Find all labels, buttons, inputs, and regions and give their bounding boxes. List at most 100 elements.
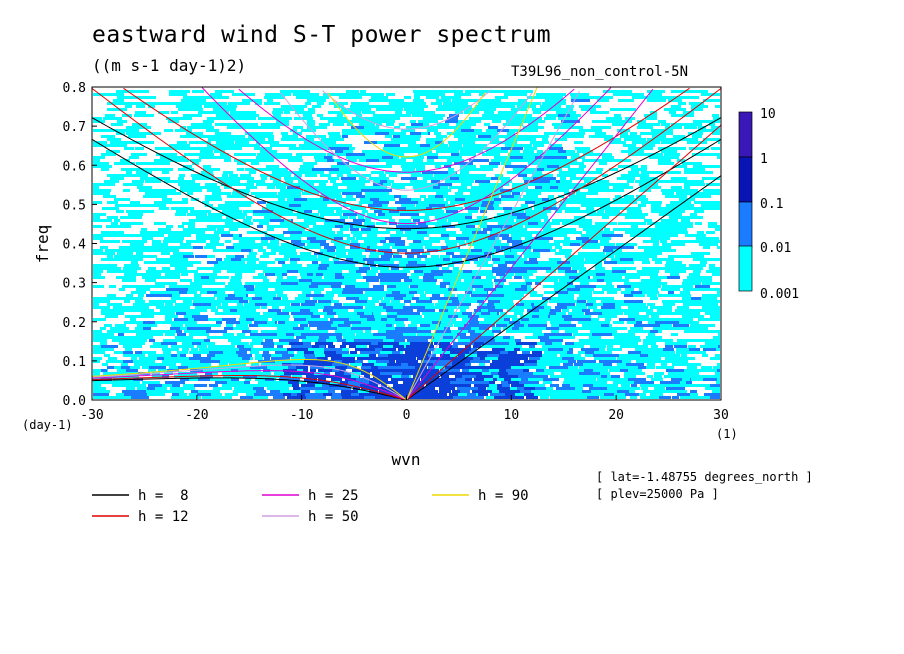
heatmap-cell: [544, 306, 551, 309]
heatmap-cell: [297, 255, 306, 258]
heatmap-cell: [435, 348, 445, 351]
heatmap-cell: [597, 198, 610, 201]
heatmap-cell: [429, 267, 437, 270]
heatmap-cell: [431, 126, 445, 129]
heatmap-cell: [516, 342, 539, 345]
heatmap-cell: [404, 300, 411, 303]
heatmap-cell: [690, 390, 697, 393]
heatmap-cell: [570, 177, 583, 180]
heatmap-cell: [529, 153, 552, 156]
heatmap-cell: [204, 324, 214, 327]
heatmap-cell: [549, 258, 561, 261]
heatmap-cell: [308, 387, 330, 390]
heatmap-cell: [299, 279, 316, 282]
heatmap-cell: [501, 195, 514, 198]
heatmap-cell: [302, 192, 319, 195]
heatmap-cell: [177, 141, 187, 144]
heatmap-cell: [301, 384, 315, 387]
heatmap-cell: [132, 354, 138, 357]
heatmap-cell: [101, 183, 115, 186]
heatmap-cell: [101, 153, 116, 156]
heatmap-cell: [119, 288, 125, 291]
heatmap-cell: [414, 93, 437, 96]
heatmap-cell: [558, 114, 577, 117]
heatmap-cell: [317, 327, 338, 330]
heatmap-cell: [277, 324, 288, 327]
heatmap-cell: [502, 360, 514, 363]
heatmap-cell: [397, 321, 404, 324]
y-axis-label: freq: [33, 225, 52, 264]
heatmap-cell: [690, 396, 707, 399]
heatmap-cell: [626, 363, 644, 366]
heatmap-cell: [486, 150, 508, 153]
heatmap-cell: [405, 231, 421, 234]
heatmap-cell: [416, 372, 431, 375]
heatmap-cell: [577, 360, 596, 363]
heatmap-cell: [347, 237, 355, 240]
heatmap-cell: [399, 123, 405, 126]
heatmap-cell: [572, 390, 591, 393]
heatmap-cell: [533, 177, 556, 180]
heatmap-cell: [696, 375, 714, 378]
heatmap-cell: [389, 132, 406, 135]
heatmap-cell: [601, 96, 613, 99]
heatmap-cell: [492, 348, 513, 351]
heatmap-cell: [713, 282, 720, 285]
heatmap-cell: [702, 354, 708, 357]
heatmap-cell: [625, 381, 634, 384]
heatmap-cell: [204, 273, 214, 276]
heatmap-cell: [654, 357, 661, 360]
heatmap-cell: [533, 171, 541, 174]
heatmap-cell: [519, 372, 534, 375]
heatmap-cell: [93, 306, 110, 309]
heatmap-cell: [402, 102, 425, 105]
heatmap-cell: [328, 147, 349, 150]
heatmap-cell: [498, 141, 510, 144]
heatmap-cell: [134, 183, 142, 186]
heatmap-cell: [223, 351, 246, 354]
heatmap-cell: [493, 195, 499, 198]
heatmap-cell: [300, 186, 313, 189]
heatmap-cell: [261, 123, 273, 126]
heatmap-cell: [93, 129, 110, 132]
heatmap-cell: [243, 237, 250, 240]
heatmap-cell: [345, 378, 362, 381]
heatmap-cell: [126, 369, 138, 372]
heatmap-cell: [214, 225, 226, 228]
heatmap-cell: [278, 321, 288, 324]
heatmap-cell: [458, 351, 478, 354]
heatmap-cell: [696, 192, 711, 195]
heatmap-cell: [477, 300, 484, 303]
heatmap-cell: [512, 294, 524, 297]
heatmap-cell: [624, 195, 634, 198]
heatmap-cell: [199, 177, 205, 180]
heatmap-cell: [504, 252, 515, 255]
heatmap-cell: [698, 129, 720, 132]
heatmap-cell: [124, 234, 143, 237]
heatmap-cell: [715, 306, 720, 309]
heatmap-cell: [535, 282, 541, 285]
heatmap-cell: [249, 324, 266, 327]
heatmap-cell: [420, 114, 434, 117]
heatmap-cell: [566, 369, 581, 372]
heatmap-cell: [568, 201, 590, 204]
heatmap-cell: [305, 102, 311, 105]
heatmap-cell: [469, 201, 492, 204]
heatmap-cell: [633, 294, 645, 297]
heatmap-cell: [187, 291, 197, 294]
heatmap-cell: [579, 294, 592, 297]
heatmap-cell: [413, 306, 435, 309]
heatmap-cell: [402, 282, 424, 285]
heatmap-cell: [454, 90, 463, 93]
heatmap-cell: [525, 336, 546, 339]
heatmap-cell: [692, 279, 712, 282]
heatmap-cell: [534, 207, 548, 210]
heatmap-cell: [534, 204, 556, 207]
heatmap-cell: [149, 300, 170, 303]
heatmap-cell: [629, 345, 637, 348]
heatmap-cell: [378, 264, 398, 267]
heatmap-cell: [246, 186, 257, 189]
heatmap-cell: [147, 357, 158, 360]
heatmap-cell: [540, 141, 549, 144]
heatmap-cell: [382, 291, 392, 294]
